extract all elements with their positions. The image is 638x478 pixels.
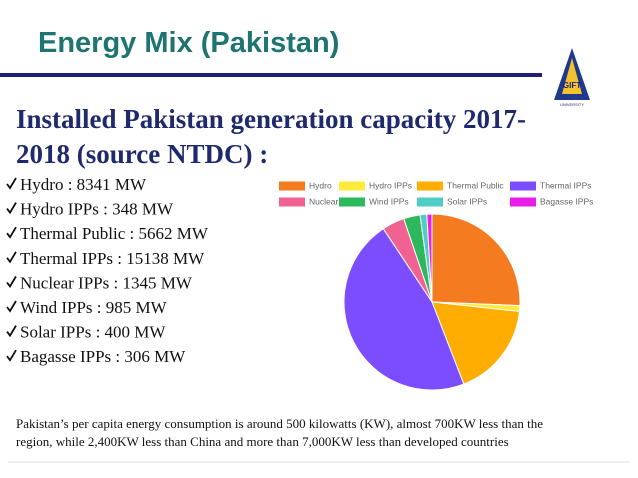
logo-inner xyxy=(562,58,582,94)
check-mark xyxy=(6,226,17,239)
heading-line: 2018 (source NTDC) : xyxy=(16,139,268,169)
heading-line: Installed Pakistan generation capacity 2… xyxy=(16,104,526,134)
legend-label: Solar IPPs xyxy=(447,196,487,206)
check-mark xyxy=(6,300,17,313)
footnote-line: region, while 2,400KW less than China an… xyxy=(16,434,509,449)
footnote-line: Pakistan’s per capita energy consumption… xyxy=(16,416,543,431)
legend-label: Nuclear IPPs xyxy=(309,196,359,206)
list-item: Solar IPPs : 400 MW xyxy=(20,323,166,342)
list-item: Thermal Public : 5662 MW xyxy=(20,224,209,243)
legend-swatch xyxy=(510,181,536,191)
logo: GIFT UNIVERSITY xyxy=(554,48,590,107)
pie-slice xyxy=(431,213,521,307)
legend-swatch xyxy=(417,197,443,207)
list-item: Hydro : 8341 MW xyxy=(20,175,147,194)
legend-swatch xyxy=(279,181,305,191)
pie-slice xyxy=(343,228,465,391)
legend-label: Thermal IPPs xyxy=(540,180,592,190)
legend-swatch xyxy=(339,181,365,191)
pie-slice xyxy=(426,213,433,303)
legend-label: Wind IPPs xyxy=(369,196,409,206)
check-mark xyxy=(6,349,17,362)
list-item: Hydro IPPs : 348 MW xyxy=(20,200,174,219)
list-item: Nuclear IPPs : 1345 MW xyxy=(20,273,193,292)
legend-label: Bagasse IPPs xyxy=(540,196,593,206)
list-item: Thermal IPPs : 15138 MW xyxy=(20,249,205,268)
logo-subtext: UNIVERSITY xyxy=(560,102,584,107)
legend-label: Hydro xyxy=(309,180,332,190)
check-mark xyxy=(6,325,17,338)
slide-title: Energy Mix (Pakistan) xyxy=(38,27,339,59)
list-item: Wind IPPs : 985 MW xyxy=(20,298,168,317)
check-mark xyxy=(6,177,17,190)
legend-swatch xyxy=(510,197,536,207)
legend-swatch xyxy=(339,197,365,207)
logo-text: GIFT xyxy=(563,81,581,90)
list-item: Bagasse IPPs : 306 MW xyxy=(20,347,186,366)
check-mark xyxy=(6,251,17,264)
legend-swatch xyxy=(417,181,443,191)
check-mark xyxy=(6,275,17,289)
legend-label: Hydro IPPs xyxy=(369,180,412,190)
title-rule xyxy=(0,73,542,77)
pie-slice xyxy=(431,301,521,385)
legend-swatch xyxy=(279,197,305,207)
check-mark xyxy=(6,202,17,215)
legend-label: Thermal Public xyxy=(447,180,504,190)
